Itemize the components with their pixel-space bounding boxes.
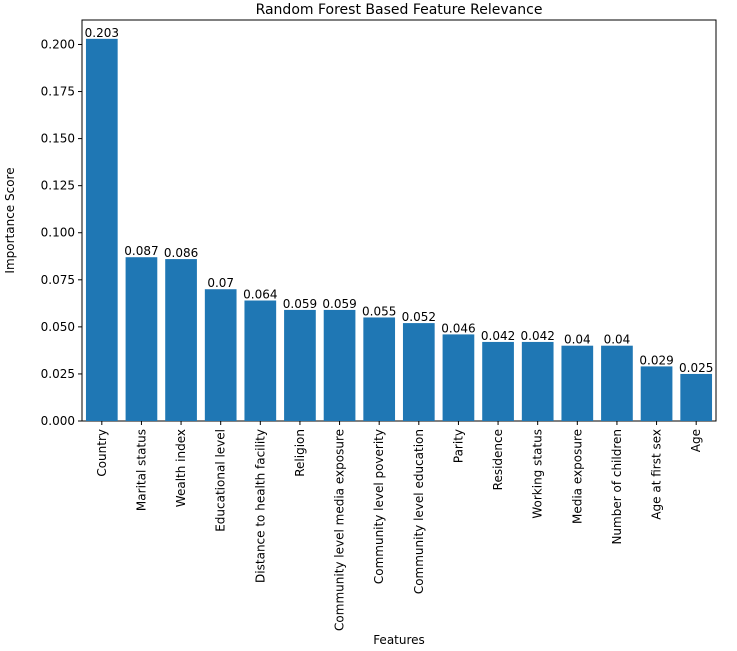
x-tick-label: Number of children (610, 429, 624, 545)
bar-value-label: 0.203 (85, 26, 119, 40)
bar (125, 257, 158, 421)
bar-value-label: 0.04 (604, 333, 631, 347)
bar (323, 309, 356, 421)
bar-value-label: 0.04 (564, 333, 591, 347)
y-axis-ticks: 0.000 0.025 0.050 0.075 0.100 0.125 0.150 0.175… (41, 37, 82, 428)
chart-title: Random Forest Based Feature Relevance (256, 2, 543, 18)
x-tick-label: Media exposure (570, 429, 584, 524)
bar (204, 289, 237, 421)
x-tick-label: Country (95, 429, 109, 477)
x-tick-label: Parity (451, 429, 465, 463)
x-tick-label: Community level media exposure (333, 429, 347, 631)
bar (680, 373, 713, 421)
y-tick-label: 0.025 (41, 367, 75, 381)
bar-value-label: 0.059 (283, 297, 317, 311)
bar (284, 309, 316, 421)
y-tick-label: 0.000 (41, 414, 75, 428)
bar (244, 300, 277, 421)
y-tick-label: 0.175 (41, 85, 75, 99)
x-tick-label: Wealth index (174, 429, 188, 507)
bar (601, 345, 633, 421)
y-tick-label: 0.125 (41, 179, 75, 193)
bar (442, 334, 475, 421)
axes-frame (81, 19, 717, 422)
bar-value-label: 0.046 (441, 321, 475, 335)
bar-value-label: 0.042 (481, 329, 515, 343)
bar (482, 341, 514, 421)
x-tick-label: Educational level (214, 429, 228, 532)
bar-value-label: 0.055 (362, 304, 396, 318)
bar (402, 323, 435, 421)
x-tick-label: Age (689, 429, 703, 452)
bar (363, 317, 396, 421)
bar-value-label: 0.087 (124, 244, 158, 258)
y-tick-label: 0.200 (41, 37, 75, 51)
bar (165, 259, 197, 421)
bar (640, 366, 673, 421)
bar-value-label: 0.052 (402, 310, 436, 324)
bar-value-label: 0.042 (521, 329, 555, 343)
y-tick-label: 0.100 (41, 226, 75, 240)
value-labels: 0.203 0.087 0.086 0.07 0.064 0.059 0.059 0.055 0… (85, 26, 714, 375)
y-tick-label: 0.150 (41, 132, 75, 146)
x-tick-label: Religion (293, 429, 307, 477)
x-tick-label: Marital status (134, 429, 148, 511)
bars (85, 38, 713, 421)
bar-value-label: 0.059 (322, 297, 356, 311)
x-tick-label: Age at first sex (650, 429, 664, 520)
x-axis-ticks: Country Marital status Wealth index Educati… (95, 421, 703, 631)
y-tick-label: 0.050 (41, 320, 75, 334)
x-tick-label: Working status (531, 429, 545, 519)
x-axis-label: Features (373, 633, 425, 647)
bar (85, 38, 118, 421)
x-tick-label: Community level education (412, 429, 426, 594)
plot-area: 0.203 0.087 0.086 0.07 0.064 0.059 0.059 0.055 0… (41, 19, 717, 631)
bar-value-label: 0.086 (164, 246, 198, 260)
x-tick-label: Community level poverity (372, 429, 386, 584)
y-axis-label: Importance Score (3, 167, 17, 273)
bar-value-label: 0.07 (207, 276, 234, 290)
bar (561, 345, 594, 421)
bar-value-label: 0.064 (243, 288, 277, 302)
bar-value-label: 0.025 (679, 361, 713, 375)
bar-value-label: 0.029 (639, 353, 673, 367)
x-tick-label: Distance to health facility (253, 429, 267, 583)
y-tick-label: 0.075 (41, 273, 75, 287)
bar (521, 341, 554, 421)
x-tick-label: Residence (491, 429, 505, 490)
